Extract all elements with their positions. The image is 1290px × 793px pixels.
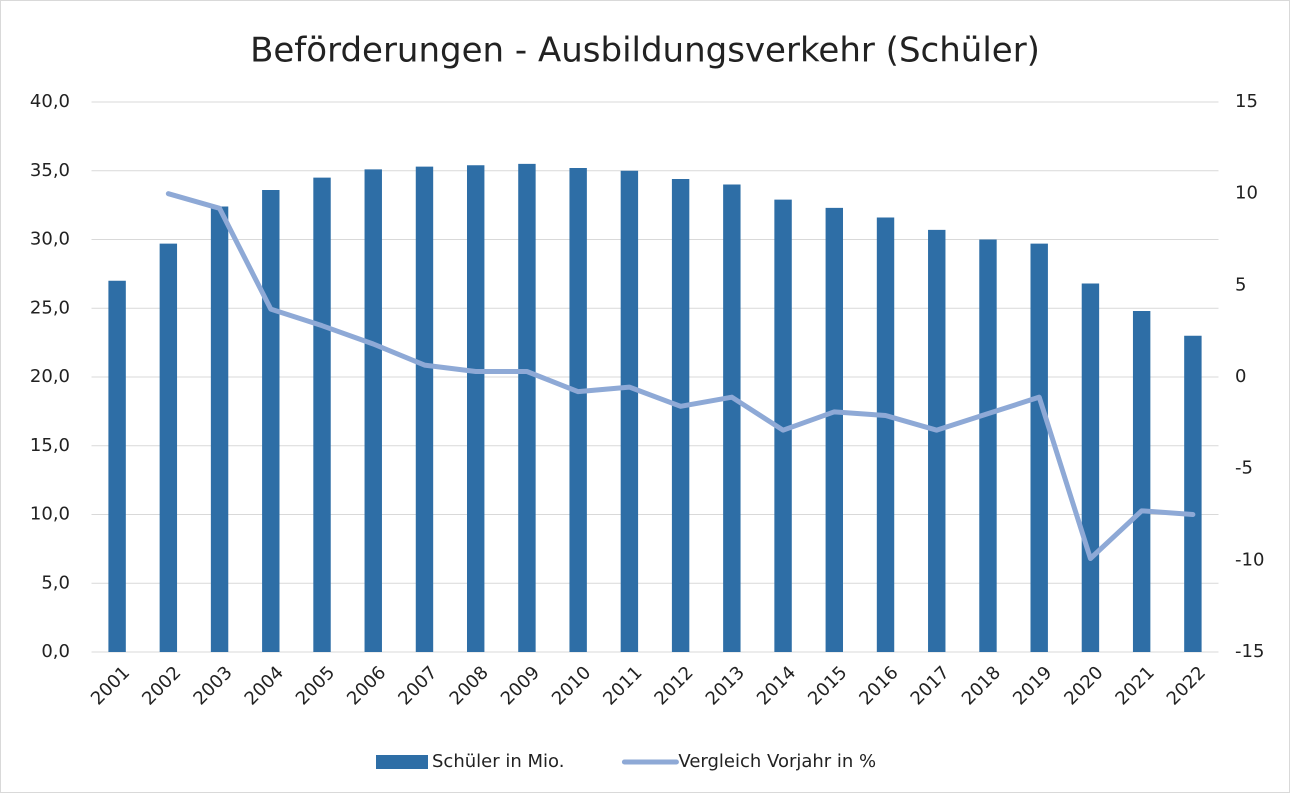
bar: [210, 206, 229, 652]
legend-swatch: [376, 755, 428, 769]
bar: [364, 169, 382, 652]
bar: [671, 179, 690, 652]
y-tick-label: 0,0: [41, 641, 70, 662]
bar: [979, 239, 997, 652]
bar: [569, 168, 587, 652]
bar: [1132, 311, 1151, 652]
bar: [518, 163, 536, 652]
y2-tick-label: -5: [1235, 458, 1253, 479]
y-tick-label: 20,0: [30, 366, 70, 387]
y-tick-label: 25,0: [30, 297, 70, 318]
y2-tick-label: 5: [1235, 274, 1246, 295]
y-tick-label: 5,0: [41, 572, 70, 593]
bar: [415, 166, 434, 652]
y-tick-label: 30,0: [30, 229, 70, 250]
bar: [1184, 335, 1202, 652]
y-tick-label: 35,0: [30, 160, 70, 181]
y-tick-label: 40,0: [30, 91, 70, 112]
y2-tick-label: 10: [1235, 183, 1258, 204]
y2-tick-label: -10: [1235, 549, 1264, 570]
legend-label: Schüler in Mio.: [432, 751, 564, 772]
bar: [159, 243, 178, 652]
bar: [1030, 243, 1048, 652]
y-tick-label: 15,0: [30, 435, 70, 456]
bar: [723, 184, 741, 652]
legend-label: Vergleich Vorjahr in %: [678, 751, 876, 772]
line: [165, 191, 1196, 561]
chart-title: Beförderungen - Ausbildungsverkehr (Schü…: [250, 31, 1040, 71]
bar: [620, 170, 639, 652]
bar: [466, 165, 485, 652]
bar: [774, 199, 792, 652]
bar: [928, 229, 946, 652]
y-tick-label: 10,0: [30, 504, 70, 525]
bar: [825, 207, 844, 652]
y2-tick-label: -15: [1235, 641, 1264, 662]
bar: [1081, 283, 1100, 652]
bar: [108, 280, 126, 652]
bar: [262, 190, 280, 652]
bar: [876, 217, 895, 652]
bar: [313, 177, 331, 652]
y2-tick-label: 0: [1235, 366, 1246, 387]
y2-tick-label: 15: [1235, 91, 1258, 112]
